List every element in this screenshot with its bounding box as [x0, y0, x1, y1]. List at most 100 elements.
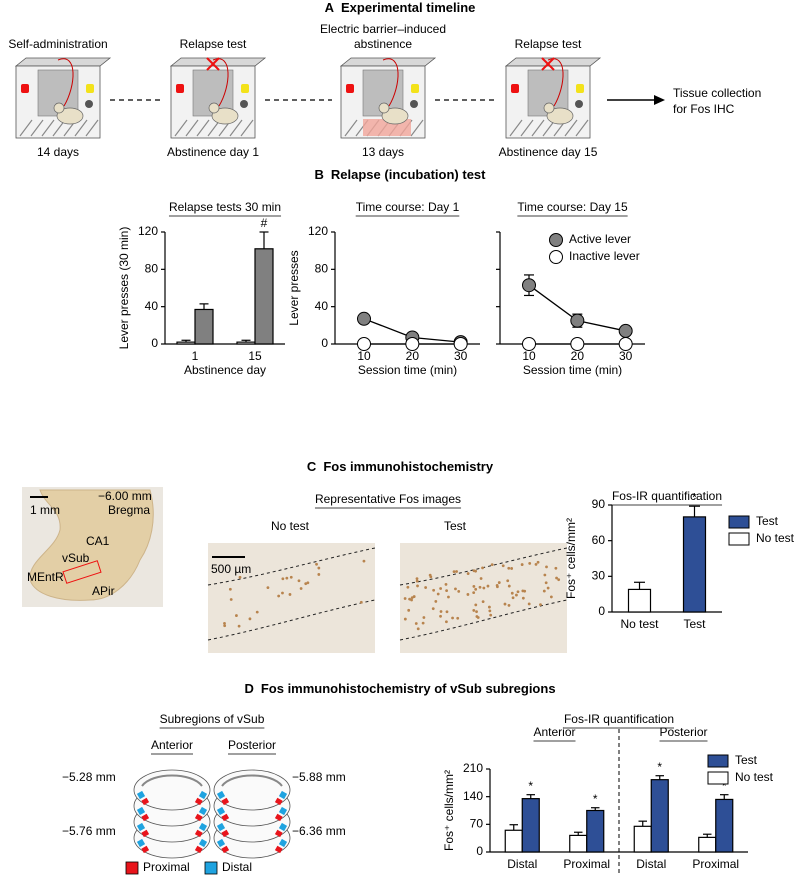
fos-cell [414, 622, 418, 625]
lever [240, 100, 248, 108]
atlas-distal [278, 806, 288, 816]
fos-cell [557, 578, 561, 582]
fos-cell [228, 587, 232, 591]
fos-cell [281, 577, 285, 581]
rat-head [543, 102, 555, 114]
bar [254, 248, 274, 345]
panel-letter: C [307, 459, 317, 474]
fos-cell [403, 617, 407, 621]
floor-bar [509, 119, 523, 137]
fos-cell [410, 596, 414, 600]
fos-cell [543, 573, 547, 577]
fos-cell [317, 566, 321, 570]
region-border [399, 599, 568, 641]
fos-cell [407, 608, 411, 612]
x-tick-label: 15 [248, 349, 262, 363]
atlas-column: Anterior [151, 738, 193, 752]
floor-bar [74, 119, 88, 137]
y-tick-label: 210 [463, 761, 483, 775]
floor-bar [174, 119, 188, 137]
point [453, 337, 468, 351]
atlas-proximal [221, 813, 230, 822]
fos-cell [472, 585, 476, 588]
legend-label: Test [735, 753, 758, 767]
fos-cell [439, 610, 443, 613]
fos-cell [223, 624, 227, 628]
stage-duration: 13 days [362, 145, 404, 159]
bar [504, 829, 523, 853]
chart-title: Fos-IR quantification [612, 489, 722, 503]
panel-letter: A [325, 0, 335, 15]
fos-cell [445, 620, 448, 624]
bar [715, 798, 734, 853]
legend-marker [549, 250, 563, 264]
point [357, 311, 371, 326]
section-label: MEntR [27, 570, 64, 584]
atlas-distal [216, 806, 226, 816]
chart-title: Fos-IR quantification [564, 712, 674, 726]
floor-bar [229, 119, 243, 137]
fos-cell [466, 593, 470, 596]
section-label: −6.00 mm [98, 489, 152, 503]
y-tick-label: 80 [315, 262, 329, 276]
fos-cell [534, 562, 538, 566]
fos-cell [503, 602, 507, 606]
fos-cell [432, 588, 436, 592]
panel-title: D Fos immunohistochemistry of vSub subreg… [244, 681, 555, 696]
point [522, 337, 536, 351]
y-axis-label: Fos⁺ cells/mm² [442, 770, 456, 851]
fos-cell [424, 586, 428, 589]
fos-image [208, 543, 375, 653]
bar [176, 341, 196, 345]
stage-duration: Abstinence day 15 [499, 145, 598, 159]
legend-label: Test [756, 514, 779, 528]
bar [698, 836, 717, 853]
section-label: vSub [62, 551, 90, 565]
fos-cell [521, 589, 525, 593]
lever [410, 100, 418, 108]
atlas-distal [198, 838, 208, 848]
fos-cell [362, 559, 366, 563]
fos-cell [481, 566, 484, 570]
fos-cell [415, 577, 419, 581]
significance: * [528, 779, 533, 793]
fos-cell [510, 567, 514, 570]
fos-cell [403, 597, 407, 600]
fos-cell [454, 587, 457, 591]
fos-cell [555, 576, 558, 580]
fos-cell [444, 582, 448, 586]
y-tick-label: 140 [463, 789, 483, 803]
region-border [207, 547, 376, 586]
section-tissue [29, 489, 154, 601]
light-yellow [241, 84, 249, 93]
x-axis-label: Session time (min) [523, 363, 622, 377]
light-red [346, 84, 354, 93]
y-tick-label: 120 [138, 224, 158, 238]
fos-cell [451, 616, 454, 620]
fos-cell [439, 587, 443, 590]
fos-cell [415, 579, 419, 583]
fos-cell [359, 600, 363, 604]
fos-cell [489, 613, 493, 617]
fos-cell [299, 587, 303, 590]
fos-cell [472, 609, 476, 612]
fos-cell [289, 575, 293, 579]
point [405, 337, 420, 351]
fos-cell [521, 596, 525, 600]
x-tick-label: Proximal [563, 857, 610, 871]
fos-cell [229, 598, 233, 601]
fos-cell [266, 586, 270, 590]
fos-cell [288, 593, 292, 596]
fos-cell [472, 591, 476, 595]
point [570, 337, 585, 351]
fos-cell [542, 589, 546, 593]
atlas-level: −5.76 mm [62, 824, 116, 838]
x-tick-label: 1 [192, 349, 199, 363]
fos-cell [285, 576, 289, 580]
fos-cell [487, 605, 491, 609]
fos-cell [516, 590, 520, 594]
fos-cell [304, 582, 308, 586]
panel-title-text: Relapse (incubation) test [331, 167, 486, 182]
fos-cell [422, 616, 426, 619]
